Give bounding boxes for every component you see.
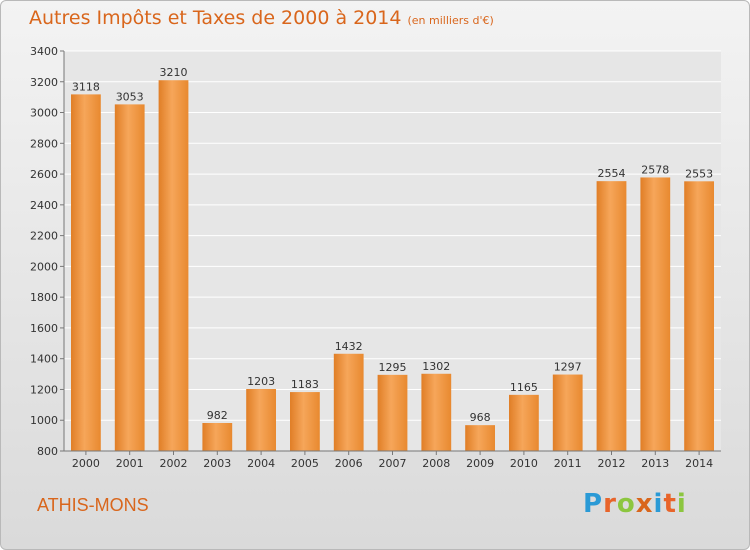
x-tick-label: 2012 [598,457,626,470]
bar-2009 [465,425,495,451]
bar-2003 [202,423,233,451]
bar-value-label: 1165 [510,381,538,394]
bar-2006 [333,353,364,451]
logo-letter: i [676,489,687,519]
x-tick-label: 2011 [554,457,582,470]
bar-value-label: 1295 [379,361,407,374]
bar-value-label: 3210 [160,66,188,79]
y-tick-label: 2800 [30,137,58,150]
x-tick-label: 2000 [72,457,100,470]
bar-2013 [640,177,671,451]
bar-value-label: 982 [207,409,228,422]
y-tick-label: 2400 [30,199,58,212]
logo-letter: P [583,489,604,519]
x-tick-label: 2008 [422,457,450,470]
bar-value-label: 2554 [598,167,626,180]
logo-letter: x [635,489,654,519]
proxiti-logo[interactable]: Proxiti [583,489,687,519]
x-tick-label: 2003 [203,457,231,470]
bar-2011 [552,374,583,451]
bar-2008 [421,373,452,451]
bar-2000 [71,94,101,451]
bar-2014 [684,181,714,452]
y-tick-label: 800 [37,445,58,458]
bar-2004 [246,389,276,451]
x-tick-label: 2007 [379,457,407,470]
bar-value-label: 1302 [422,360,450,373]
logo-letter: t [663,489,677,519]
x-tick-label: 2005 [291,457,319,470]
bar-value-label: 1183 [291,378,319,391]
bar-2001 [114,104,145,451]
y-tick-label: 3400 [30,45,58,58]
city-name: ATHIS-MONS [37,495,149,515]
x-tick-label: 2002 [160,457,188,470]
chart-unit: (en milliers d'€) [407,14,494,27]
logo-letter: i [653,489,664,519]
bar-value-label: 3118 [72,80,100,93]
y-tick-label: 2000 [30,260,58,273]
y-tick-label: 1000 [30,414,58,427]
y-tick-label: 1800 [30,291,58,304]
x-axis-ticks: 2000 2001 2002 2003 2004 2005 2006 2007 2008 2009… [72,451,713,470]
x-tick-label: 2014 [685,457,713,470]
logo-letter: r [603,489,617,519]
x-tick-label: 2010 [510,457,538,470]
bar-2007 [377,374,408,451]
y-tick-label: 1200 [30,383,58,396]
bar-2005 [290,392,320,451]
bar-2002 [158,80,189,451]
y-axis-ticks: 800 1000 1200 1400 1600 1800 2000 2200 2400 2600 2… [30,45,64,458]
bar-2012 [596,181,627,451]
bar-value-label: 1203 [247,375,275,388]
bar-value-label: 1432 [335,340,363,353]
logo-letter: o [616,489,636,519]
chart-title: Autres Impôts et Taxes de 2000 à 2014 [29,7,402,29]
y-tick-label: 2600 [30,168,58,181]
x-tick-label: 2006 [335,457,363,470]
bars: 3118 3053 3210 982 1203 1183 1432 1295 1302 968 11… [71,66,714,452]
y-tick-label: 2200 [30,230,58,243]
x-tick-label: 2001 [116,457,144,470]
bar-value-label: 968 [470,411,491,424]
bar-value-label: 3053 [116,90,144,103]
y-tick-label: 1400 [30,353,58,366]
x-tick-label: 2013 [641,457,669,470]
x-tick-label: 2004 [247,457,275,470]
x-tick-label: 2009 [466,457,494,470]
y-tick-label: 3000 [30,107,58,120]
bar-value-label: 1297 [554,361,582,374]
bar-value-label: 2553 [685,167,713,180]
y-tick-label: 1600 [30,322,58,335]
bar-2010 [509,394,539,451]
bar-value-label: 2578 [641,163,669,176]
y-tick-label: 3200 [30,76,58,89]
chart-title-block: Autres Impôts et Taxes de 2000 à 2014 (en… [29,7,494,29]
